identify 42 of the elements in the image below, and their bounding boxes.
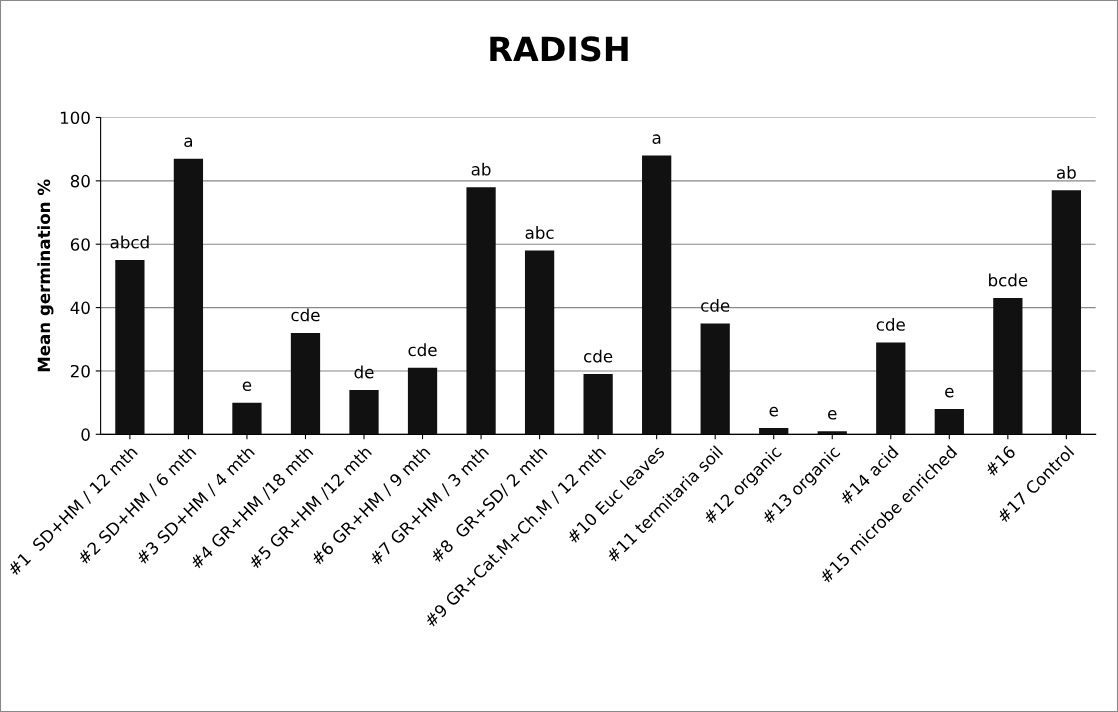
data-label: e (769, 406, 778, 417)
bar (817, 431, 847, 435)
y-tick-label: 100 (60, 111, 90, 125)
y-tick-label: 40 (70, 301, 90, 315)
bar (934, 408, 964, 435)
bar (524, 250, 555, 435)
bar (290, 332, 321, 435)
bar (1051, 190, 1082, 435)
bar (876, 342, 906, 435)
bar (232, 402, 262, 435)
chart-title: RADISH (490, 36, 628, 62)
bar (759, 427, 789, 435)
data-label: e (828, 410, 837, 420)
data-label: cde (291, 308, 320, 322)
y-tick-label: 60 (70, 238, 90, 251)
data-label: bcde (989, 273, 1028, 287)
data-label: cde (584, 349, 613, 363)
data-label: ab (471, 162, 491, 176)
y-tick-label: 80 (70, 174, 90, 188)
data-label: cde (876, 317, 905, 331)
bar (642, 155, 672, 435)
bar (407, 367, 438, 435)
bar (993, 298, 1023, 435)
bar (349, 389, 379, 435)
data-label: cde (701, 298, 730, 312)
bar (583, 374, 613, 435)
data-label: a (184, 137, 193, 148)
y-tick-label: 0 (81, 428, 90, 441)
bar (466, 187, 496, 435)
data-label: e (242, 381, 252, 392)
data-label: e (945, 387, 954, 398)
bar (173, 158, 204, 435)
y-tick-label: 20 (70, 364, 90, 378)
data-label: ab (1056, 165, 1076, 179)
y-axis-title: Mean germination % (37, 179, 54, 372)
data-label: de (354, 365, 374, 379)
data-label: abcd (110, 235, 149, 249)
data-label: a (652, 134, 661, 144)
bar (700, 323, 730, 435)
data-label: abc (525, 226, 554, 239)
data-label: cde (408, 343, 437, 357)
bar (115, 260, 145, 435)
